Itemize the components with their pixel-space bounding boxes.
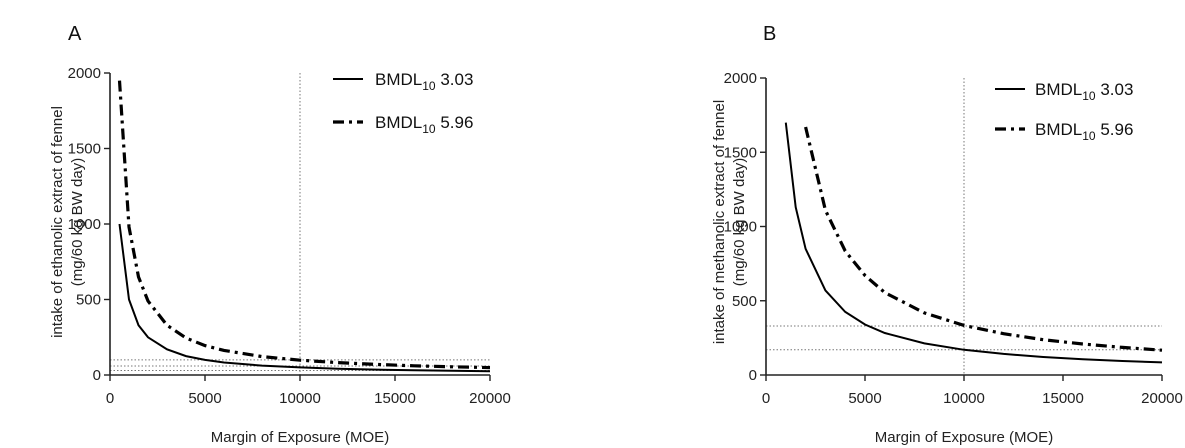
y-tick-label: 2000	[724, 70, 757, 87]
x-tick-label: 20000	[469, 390, 511, 407]
x-axis-title: Margin of Exposure (MOE)	[875, 429, 1053, 446]
y-tick-label: 1000	[724, 219, 757, 236]
y-axis-title: intake of ethanolic extract of fennel	[49, 106, 66, 338]
legend: BMDL10 3.03 BMDL10 5.96	[995, 80, 1133, 143]
x-tick-label: 0	[762, 390, 770, 407]
x-tick-label: 5000	[188, 390, 221, 407]
y-tick-label: 1500	[724, 144, 757, 161]
x-tick-label: 0	[106, 390, 114, 407]
x-tick-label: 15000	[1042, 390, 1084, 407]
y-axis-title: (mg/60 kg BW day)	[69, 158, 86, 286]
series-line-solid	[118, 223, 491, 373]
y-axis-title: intake of methanolic extract of fennel	[711, 100, 728, 344]
series-line-dashdot	[117, 80, 491, 370]
y-tick-label: 0	[749, 367, 757, 384]
y-tick-label: 500	[732, 293, 757, 310]
x-tick-label: 5000	[848, 390, 881, 407]
legend-label: BMDL10 5.96	[1035, 120, 1133, 143]
legend-label: BMDL10 3.03	[1035, 80, 1133, 103]
x-tick-label: 20000	[1141, 390, 1183, 407]
y-tick-label: 1000	[68, 216, 101, 233]
chart-panel-a: A 0 5000 10000 15000 20000 0 500 1000 1500 2000 Mar…	[49, 23, 511, 446]
x-tick-label: 10000	[943, 390, 985, 407]
panel-letter: A	[68, 23, 82, 45]
y-tick-label: 1500	[68, 141, 101, 158]
legend-label: BMDL10 5.96	[375, 113, 473, 136]
x-tick-label: 10000	[279, 390, 321, 407]
series-line-dashdot	[804, 126, 1163, 352]
panel-letter: B	[763, 23, 776, 45]
x-tick-label: 15000	[374, 390, 416, 407]
x-axis-title: Margin of Exposure (MOE)	[211, 429, 389, 446]
chart-panel-b: B 0 5000 10000 15000 20000 0 500 1000 1500 2000 Mar…	[711, 23, 1183, 446]
y-tick-label: 2000	[68, 65, 101, 82]
y-axis-title: (mg/60 kg BW day)	[731, 158, 748, 286]
y-tick-label: 500	[76, 292, 101, 309]
series-line-solid	[784, 122, 1163, 364]
legend-label: BMDL10 3.03	[375, 70, 473, 93]
y-tick-label: 0	[93, 367, 101, 384]
legend: BMDL10 3.03 BMDL10 5.96	[333, 70, 473, 136]
